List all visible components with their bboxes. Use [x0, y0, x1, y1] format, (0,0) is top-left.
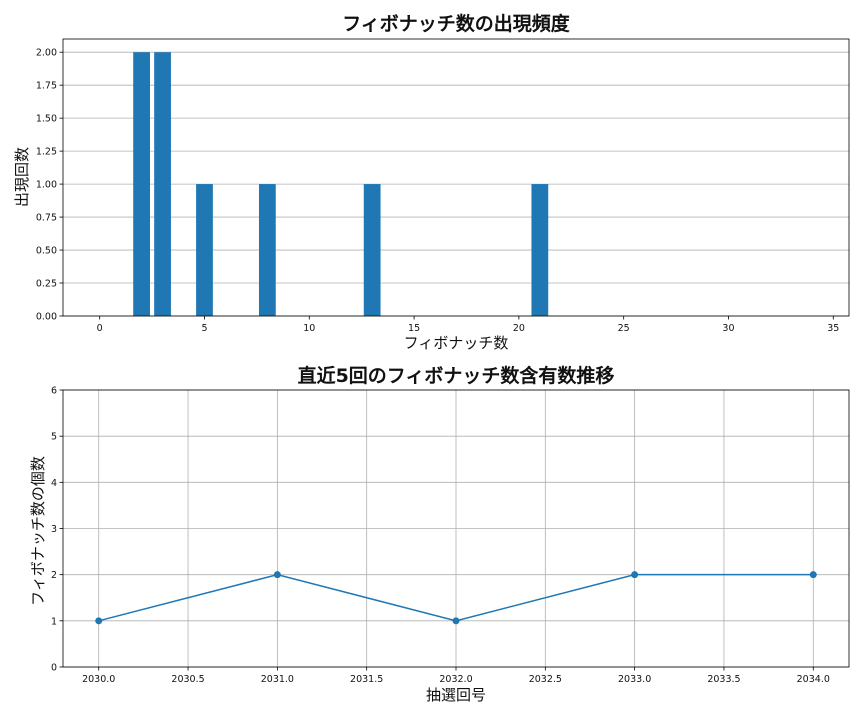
bar [154, 52, 171, 316]
line-chart-y-tick-label: 2 [51, 570, 57, 581]
line-chart-points [95, 571, 817, 625]
bar-chart-y-tick-label: 0.50 [36, 246, 57, 257]
line-chart-y-tick-label: 0 [51, 663, 57, 674]
line-chart-point [452, 617, 460, 625]
line-chart-point [95, 617, 103, 625]
bar-chart-y-tick-label: 1.50 [36, 114, 57, 125]
line-chart-x-tick-label: 2030.5 [171, 674, 204, 685]
line-chart-x-tick-label: 2032.5 [529, 674, 562, 685]
line-chart-x-label: 抽選回号 [426, 686, 486, 704]
bar [531, 184, 549, 316]
bar-chart-y-tick-label: 1.25 [36, 147, 57, 158]
bar-chart-x-tick-label: 25 [618, 323, 630, 334]
line-chart-point [273, 571, 281, 579]
bar [363, 184, 381, 316]
bar-chart-x-tick-label: 15 [408, 323, 420, 334]
bar-chart-y-tick-label: 1.00 [36, 180, 57, 191]
bar-chart-y-tick-label: 0.00 [36, 312, 57, 323]
line-chart-y-tick-label: 5 [51, 432, 57, 443]
bar-chart-grid [63, 51, 849, 317]
bar-chart-y-tick-label: 0.75 [36, 213, 57, 224]
bar-chart-bars [133, 52, 549, 316]
line-chart-y-tick-label: 6 [51, 386, 57, 397]
bar-chart-y-ticks: 0.00 0.25 0.50 0.75 1.00 1.25 1.50 1.75 2.00 [36, 48, 63, 323]
line-chart-y-label: フィボナッチ数の個数 [29, 456, 47, 606]
bar-chart-y-label: 出現回数 [13, 147, 31, 207]
line-chart-y-ticks: 0 1 2 3 4 5 6 [51, 386, 63, 674]
line-chart-x-tick-label: 2033.0 [618, 674, 651, 685]
line-chart-grid [63, 389, 849, 668]
bar-chart-y-tick-label: 1.75 [36, 81, 57, 92]
bar-chart: フィボナッチ数の出現頻度 0 5 10 15 20 25 30 35 0.00 0.25 0.50… [13, 12, 850, 352]
bar-chart-x-tick-label: 35 [827, 323, 839, 334]
line-chart-point [631, 571, 639, 579]
bar [196, 184, 213, 316]
line-chart-x-tick-label: 2034.0 [797, 674, 830, 685]
bar-chart-frame [62, 38, 850, 317]
line-chart-x-tick-label: 2031.0 [261, 674, 294, 685]
bar-chart-title: フィボナッチ数の出現頻度 [342, 12, 571, 35]
bar [133, 52, 150, 316]
line-chart-point [809, 571, 817, 579]
line-chart-y-tick-label: 4 [51, 478, 57, 489]
line-chart-x-ticks: 2030.0 2030.5 2031.0 2031.5 2032.0 2032.5 2033… [82, 667, 830, 685]
bar-chart-x-tick-label: 10 [303, 323, 315, 334]
bar-chart-x-tick-label: 0 [97, 323, 103, 334]
bar-chart-x-ticks: 0 5 10 15 20 25 30 35 [97, 316, 839, 334]
bar-chart-y-tick-label: 2.00 [36, 48, 57, 59]
line-chart-y-tick-label: 1 [51, 616, 57, 627]
bar-chart-x-label: フィボナッチ数 [404, 334, 509, 352]
line-chart: 直近5回のフィボナッチ数含有数推移 2030.0 2030.5 2031.0 2031… [29, 364, 850, 704]
line-chart-x-tick-label: 2033.5 [707, 674, 740, 685]
line-chart-x-tick-label: 2031.5 [350, 674, 383, 685]
bar [258, 184, 276, 316]
bar-chart-x-tick-label: 30 [722, 323, 734, 334]
line-chart-y-tick-label: 3 [51, 524, 57, 535]
line-chart-title: 直近5回のフィボナッチ数含有数推移 [298, 364, 615, 387]
bar-chart-x-tick-label: 5 [201, 323, 207, 334]
line-chart-x-tick-label: 2030.0 [82, 674, 115, 685]
bar-chart-y-tick-label: 0.25 [36, 279, 57, 290]
bar-chart-x-tick-label: 20 [513, 323, 525, 334]
line-chart-x-tick-label: 2032.0 [439, 674, 472, 685]
